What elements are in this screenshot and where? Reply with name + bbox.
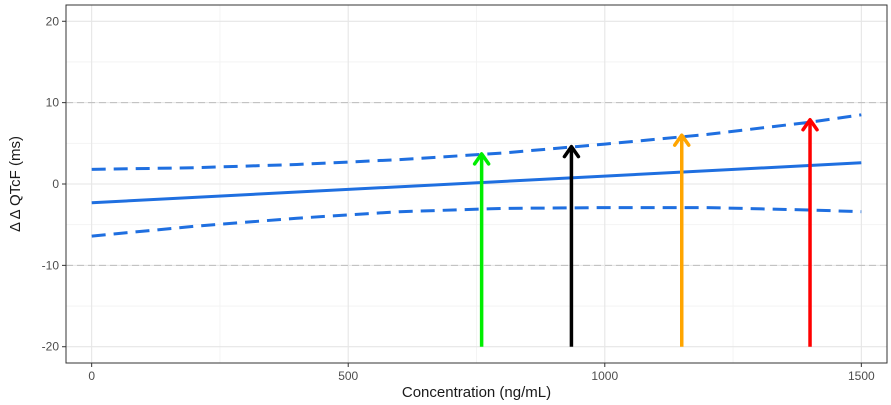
y-tick-label: -20 xyxy=(42,340,60,354)
series-group xyxy=(91,113,862,238)
y-tick-label: -10 xyxy=(42,258,60,272)
y-axis-title: Δ Δ QTcF (ms) xyxy=(7,136,24,232)
axis-ticks xyxy=(62,20,862,367)
arrow-head xyxy=(472,152,491,166)
x-tick-label: 500 xyxy=(338,369,358,383)
y-tick-label: 20 xyxy=(46,14,60,28)
x-tick-label: 1000 xyxy=(591,369,618,383)
arrow-head xyxy=(801,117,819,132)
x-tick-label: 0 xyxy=(88,369,95,383)
x-axis-title: Concentration (ng/mL) xyxy=(402,384,551,401)
upper-ci-line xyxy=(91,113,862,171)
lower-ci-line xyxy=(91,206,862,238)
tick-labels: 0 500 1000 1500 -20 -10 0 10 20 xyxy=(42,14,875,383)
arrow-head xyxy=(673,133,691,147)
y-tick-label: 0 xyxy=(52,177,59,191)
reference-lines xyxy=(66,102,887,266)
y-tick-label: 10 xyxy=(46,96,60,110)
fit-line xyxy=(91,161,862,205)
arrow-head xyxy=(562,144,581,159)
x-tick-label: 1500 xyxy=(848,369,875,383)
arrows-group xyxy=(472,117,819,347)
